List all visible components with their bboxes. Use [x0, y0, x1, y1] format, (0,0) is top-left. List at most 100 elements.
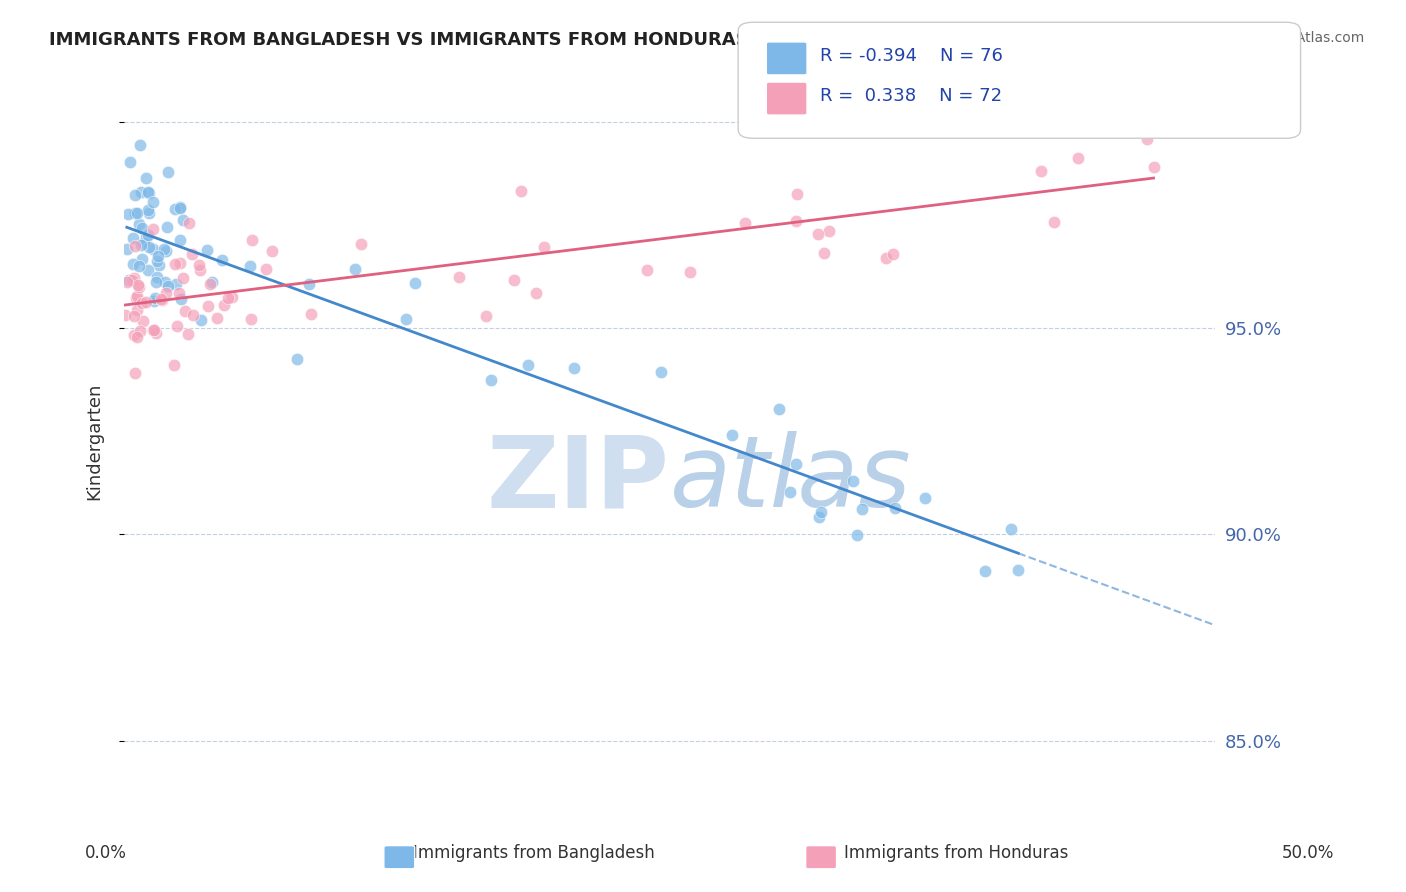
Point — [343, 261, 366, 276]
Point — [145, 326, 167, 340]
Point — [122, 309, 145, 323]
Text: Immigrants from Honduras: Immigrants from Honduras — [844, 844, 1069, 862]
Point — [172, 213, 194, 227]
Point — [132, 314, 155, 328]
Point — [173, 304, 195, 318]
Point — [138, 227, 160, 242]
Point — [121, 273, 143, 287]
Point — [145, 275, 167, 289]
Point — [564, 361, 586, 376]
Point — [187, 258, 209, 272]
Point — [517, 358, 540, 372]
Point — [135, 230, 157, 244]
Point — [121, 257, 143, 271]
Point — [974, 564, 997, 578]
Point — [201, 275, 224, 289]
Point — [914, 491, 936, 506]
Text: R =  0.338    N = 72: R = 0.338 N = 72 — [820, 87, 1002, 105]
Point — [142, 195, 165, 210]
Point — [807, 227, 830, 242]
Point — [734, 216, 756, 230]
Point — [350, 236, 373, 251]
Point — [813, 246, 835, 260]
Point — [124, 239, 146, 253]
Point — [298, 277, 321, 292]
Point — [125, 291, 148, 305]
Point — [150, 293, 173, 308]
Point — [721, 428, 744, 442]
Point — [128, 324, 150, 338]
Point — [785, 214, 807, 228]
Point — [128, 217, 150, 231]
Point — [129, 185, 152, 199]
Y-axis label: Kindergarten: Kindergarten — [86, 383, 103, 500]
Point — [883, 500, 905, 515]
Point — [221, 290, 243, 304]
Point — [169, 256, 191, 270]
Point — [214, 298, 236, 312]
Point — [875, 251, 897, 265]
Text: Source: ZipAtlas.com: Source: ZipAtlas.com — [1216, 31, 1364, 45]
Point — [786, 187, 808, 202]
Point — [533, 240, 555, 254]
Text: 50.0%: 50.0% — [1281, 844, 1334, 862]
Point — [190, 313, 212, 327]
Point — [136, 263, 159, 277]
Point — [404, 276, 426, 290]
Point — [155, 244, 177, 259]
Point — [1066, 151, 1088, 165]
Point — [818, 224, 841, 238]
Point — [650, 365, 672, 379]
Point — [131, 252, 153, 267]
Point — [217, 291, 239, 305]
Point — [148, 249, 170, 263]
Point — [475, 309, 498, 323]
Point — [882, 247, 904, 261]
Point — [1136, 131, 1159, 145]
Point — [156, 279, 179, 293]
Text: atlas: atlas — [669, 431, 911, 528]
Point — [135, 295, 157, 310]
Point — [779, 484, 801, 499]
Point — [479, 372, 502, 386]
Point — [138, 203, 160, 218]
Point — [163, 202, 186, 217]
Point — [157, 165, 180, 179]
Point — [129, 138, 152, 153]
Point — [254, 261, 277, 276]
Point — [240, 233, 263, 247]
Point — [1000, 522, 1022, 536]
Point — [240, 311, 263, 326]
Point — [150, 292, 173, 306]
Point — [211, 253, 233, 268]
Point — [842, 474, 865, 488]
Point — [846, 527, 869, 541]
Point — [117, 207, 139, 221]
Text: Immigrants from Bangladesh: Immigrants from Bangladesh — [413, 844, 655, 862]
Point — [262, 244, 284, 259]
Point — [124, 367, 146, 381]
Point — [131, 296, 153, 310]
Point — [165, 257, 187, 271]
Point — [679, 265, 702, 279]
Text: 0.0%: 0.0% — [84, 844, 127, 862]
Point — [169, 201, 191, 215]
Point — [143, 291, 166, 305]
Text: R = -0.394    N = 76: R = -0.394 N = 76 — [820, 47, 1002, 65]
Point — [128, 280, 150, 294]
Point — [136, 186, 159, 200]
Point — [124, 206, 146, 220]
Point — [138, 186, 160, 200]
Point — [207, 310, 229, 325]
Point — [299, 307, 322, 321]
Point — [197, 299, 219, 313]
Point — [165, 277, 187, 291]
Point — [170, 292, 193, 306]
Point — [851, 502, 873, 516]
Point — [524, 285, 547, 300]
Point — [395, 312, 418, 326]
Point — [115, 275, 138, 289]
Point — [115, 242, 138, 256]
Point — [198, 277, 221, 292]
Point — [169, 200, 191, 214]
